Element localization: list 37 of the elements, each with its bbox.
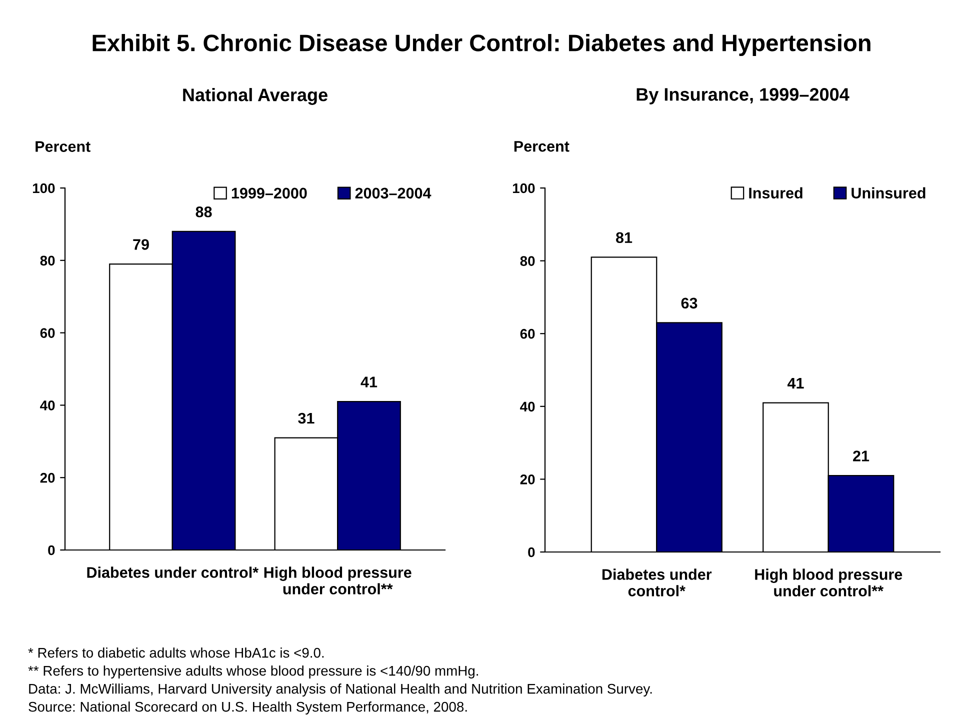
source-note: Source: National Scorecard on U.S. Health System Performance, 2008. [28, 702, 467, 714]
data-label: 88 [196, 206, 212, 218]
data-label: 31 [298, 412, 314, 424]
y-axis-title: Percent [36, 141, 90, 152]
chart-title: Exhibit 5. Chronic Disease Under Control: Diabetes and Hypertension [92, 34, 870, 56]
data-label: 41 [787, 378, 804, 388]
text: Data: J. McWilliams, Harvard University analysis of National Health and Nutrition Examination Survey. [29, 684, 652, 696]
x-tick-label: Diabetes under control* [87, 566, 259, 578]
y-tick-label: 100 [32, 183, 55, 194]
y-tick-label: 20 [40, 472, 55, 483]
y-tick-label: 0 [528, 547, 535, 558]
legend-label: 2003–2004 [355, 188, 432, 199]
y-tick-label: 40 [40, 400, 55, 410]
x-tick-label: High blood pressure under control** [264, 566, 412, 594]
data-label: 81 [616, 232, 632, 244]
legend-label: 1999–2000 [232, 188, 307, 199]
y-tick-label: 40 [520, 402, 535, 412]
x-tick-label: Diabetes under control* [602, 568, 712, 596]
data-label: 21 [853, 450, 870, 462]
data-label: 41 [360, 376, 378, 388]
legend-label: Insured [749, 187, 802, 198]
text: * Refers to diabetic adults whose HbA1c is <9.0. [28, 648, 324, 658]
y-tick-label: 20 [520, 474, 535, 484]
y-axis-title: Percent [514, 141, 570, 152]
y-tick-label: 60 [520, 328, 535, 339]
data-label: 79 [133, 239, 149, 250]
text: ** Refers to hypertensive adults whose blood pressure is <140/90 mmHg. [28, 666, 478, 678]
y-tick-label: 80 [520, 256, 535, 266]
y-tick-label: 60 [40, 328, 55, 338]
legend-label: Uninsured [852, 187, 926, 198]
x-tick-label: High blood pressure under control** [755, 568, 902, 596]
y-tick-label: 80 [40, 256, 55, 266]
data-label: 63 [681, 298, 698, 309]
chart-subtitle: By Insurance, 1999–2004 [636, 88, 850, 104]
y-tick-label: 0 [48, 545, 55, 556]
y-tick-label: 100 [512, 183, 535, 194]
chart-subtitle: National Average [183, 88, 328, 105]
